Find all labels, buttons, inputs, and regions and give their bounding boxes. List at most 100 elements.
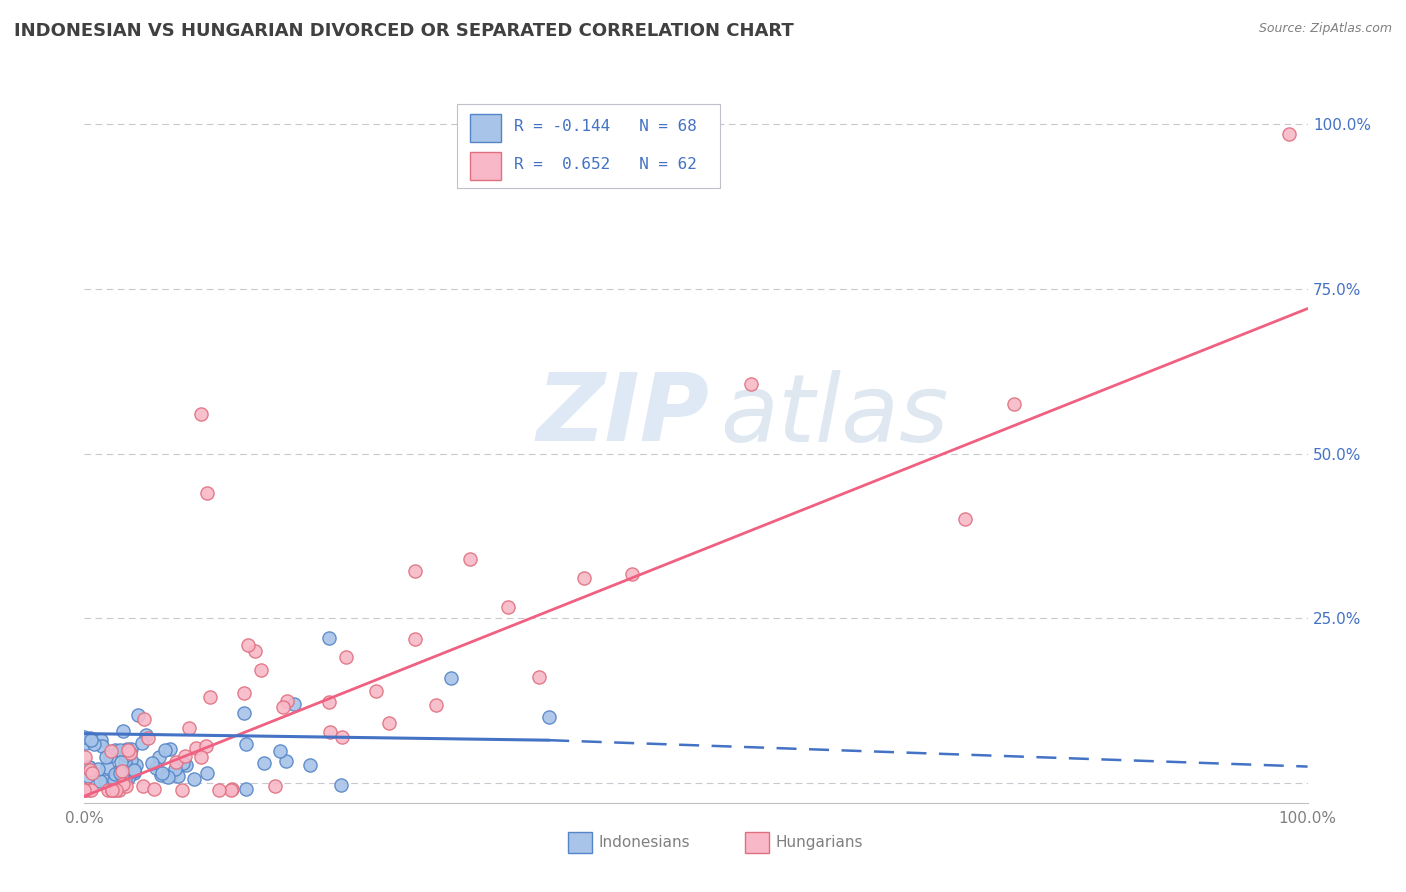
Point — [89, 774, 111, 789]
Point — [100, 743, 122, 757]
Point — [118, 746, 141, 760]
Point — [172, 756, 194, 770]
Point — [94, 750, 117, 764]
Point — [953, 512, 976, 526]
Point — [156, 770, 179, 784]
Point — [132, 779, 155, 793]
Bar — [745, 832, 769, 853]
Point — [740, 377, 762, 392]
Bar — [568, 832, 592, 853]
Point — [122, 765, 145, 780]
Point — [198, 690, 221, 704]
Point — [271, 699, 294, 714]
Point — [83, 737, 105, 751]
Point — [75, 736, 97, 750]
Text: Indonesians: Indonesians — [598, 835, 690, 850]
Point — [620, 566, 643, 581]
Point — [183, 772, 205, 787]
Point — [73, 731, 96, 745]
Point — [190, 749, 212, 764]
Text: R = -0.144   N = 68: R = -0.144 N = 68 — [513, 119, 696, 134]
FancyBboxPatch shape — [457, 104, 720, 188]
Point — [141, 756, 163, 770]
Point — [233, 686, 256, 700]
Point — [105, 782, 128, 797]
Point — [117, 742, 139, 756]
Point — [77, 769, 100, 783]
Point — [440, 671, 463, 685]
Point — [75, 750, 97, 764]
Point — [190, 407, 212, 421]
Point — [111, 777, 134, 791]
Point — [80, 765, 103, 780]
Point — [319, 725, 342, 739]
Point — [263, 780, 285, 794]
Point — [110, 755, 132, 769]
Point — [110, 766, 132, 780]
Point — [120, 752, 142, 766]
Point — [253, 756, 276, 770]
Point — [80, 732, 103, 747]
Point — [574, 571, 596, 585]
Point — [174, 758, 197, 772]
Point — [104, 767, 127, 781]
Point — [101, 782, 124, 797]
Point — [150, 765, 173, 780]
Point — [195, 739, 218, 753]
Point — [165, 762, 187, 776]
Point — [160, 767, 183, 781]
Point — [136, 731, 159, 745]
Point — [103, 782, 125, 797]
Point — [283, 698, 305, 712]
Text: Hungarians: Hungarians — [776, 835, 863, 850]
Point — [77, 759, 100, 773]
Point — [195, 765, 218, 780]
Point — [118, 746, 141, 760]
Text: INDONESIAN VS HUNGARIAN DIVORCED OR SEPARATED CORRELATION CHART: INDONESIAN VS HUNGARIAN DIVORCED OR SEPA… — [14, 22, 794, 40]
Point — [97, 782, 120, 797]
Bar — [470, 152, 502, 179]
Point — [76, 782, 98, 797]
Point — [159, 741, 181, 756]
Point — [165, 755, 187, 769]
Point — [235, 737, 257, 751]
Text: R =  0.652   N = 62: R = 0.652 N = 62 — [513, 157, 696, 172]
Point — [221, 781, 243, 796]
Point — [238, 639, 260, 653]
Point — [404, 564, 426, 578]
Point — [103, 772, 125, 787]
Point — [108, 782, 131, 797]
Bar — [470, 114, 502, 142]
Point — [195, 486, 218, 500]
Point — [529, 670, 551, 684]
Point — [127, 708, 149, 723]
Point — [458, 552, 481, 566]
Point — [148, 750, 170, 764]
Point — [94, 774, 117, 789]
Point — [177, 721, 200, 735]
Point — [378, 716, 401, 731]
Point — [335, 650, 357, 665]
Point — [79, 763, 101, 777]
Point — [80, 782, 103, 797]
Point — [104, 775, 127, 789]
Point — [120, 742, 142, 756]
Point — [108, 743, 131, 757]
Point — [87, 762, 110, 776]
Point — [79, 731, 101, 746]
Point — [145, 761, 167, 775]
Point — [250, 664, 273, 678]
Point — [425, 698, 447, 713]
Point — [104, 743, 127, 757]
Point — [117, 771, 139, 785]
Point — [269, 744, 291, 758]
Point — [73, 782, 96, 797]
Point — [135, 728, 157, 742]
Point — [232, 706, 254, 720]
Point — [208, 782, 231, 797]
Point — [330, 730, 353, 744]
Point — [219, 782, 242, 797]
Point — [298, 757, 321, 772]
Point — [131, 736, 153, 750]
Point — [115, 779, 138, 793]
